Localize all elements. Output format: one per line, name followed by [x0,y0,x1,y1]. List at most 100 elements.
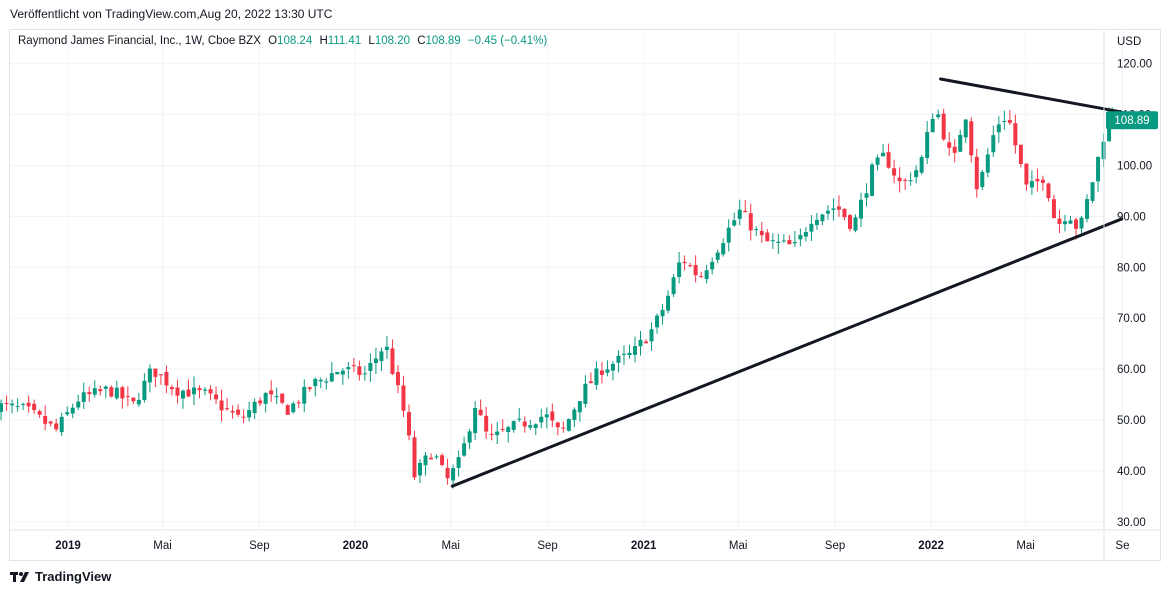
candle [252,398,257,420]
candle [169,384,174,396]
candle-body [214,394,219,400]
candle-body [495,431,500,436]
candle [936,109,941,120]
candlestick-chart[interactable]: 30.00 40.00 50.00 60.00 70.00 80.00 90.00 100.0… [0,0,1172,565]
candle [473,401,478,441]
candle-body [969,121,974,156]
candle [351,357,356,373]
candle [192,376,196,406]
candle-body [914,170,919,178]
candle [258,397,263,407]
candle [81,382,86,409]
candle [1096,156,1101,192]
y-tick-label: 50.00 [1117,415,1146,427]
candle-body [583,383,588,404]
x-tick-label: Sep [825,540,845,552]
candle [886,143,891,169]
candle-body [737,209,742,219]
candle [792,231,797,247]
candle-body [875,157,880,165]
x-tick-label: Mai [153,540,172,552]
candle-body [59,416,64,433]
candle-body [48,421,53,424]
candle-body [919,156,924,173]
candle-body [357,366,362,376]
candle [26,395,31,413]
candle [285,404,290,415]
candle [225,397,230,411]
candle-body [798,234,803,240]
candle-body [561,427,566,429]
candle [991,125,996,157]
candle [1029,170,1034,195]
candle [798,228,803,247]
candle [357,360,362,381]
candle-body [390,348,395,374]
candle [423,452,428,476]
candle-body [103,386,108,389]
candle-body [1096,156,1101,182]
candle-body [418,462,423,476]
candle [175,379,180,404]
candle [1040,175,1045,191]
candle-body [65,412,70,415]
candle [655,313,660,334]
tradingview-brand[interactable]: TradingView [10,569,111,584]
candle [881,143,886,157]
candle [627,344,632,359]
candle [930,113,935,133]
candle-body [296,402,301,404]
candle-body [985,154,990,173]
candle [754,226,759,237]
candle [1007,110,1012,125]
candle-body [15,406,20,408]
candle [1013,114,1018,154]
candle [809,215,814,242]
x-tick-label: Se [1115,540,1129,552]
candle-body [81,392,86,402]
candle-body [781,240,786,242]
candle [820,213,825,226]
candle-body [473,408,478,434]
candle-body [247,410,252,418]
candle-body [572,409,577,421]
grid [10,30,1123,530]
candle [153,368,158,388]
candle-body [324,381,329,383]
candle-body [958,134,963,152]
candle [908,172,913,186]
candle-body [37,411,42,415]
candle-body [225,408,230,410]
candle-body [825,210,830,214]
candle-body [732,220,737,226]
candle [291,401,296,414]
candle [633,336,637,363]
candle [770,233,775,249]
candle [362,365,367,381]
candle-body [169,387,174,390]
candle [401,375,406,418]
candle-body [726,227,731,243]
candle-body [963,119,968,138]
candle-body [594,368,599,385]
candle-body [528,425,533,428]
candle-body [429,457,434,460]
candle-body [158,374,163,376]
candle [114,380,119,400]
candle-body [682,261,687,264]
candle [682,255,687,271]
candle [1085,194,1090,223]
candle [384,336,389,359]
candle [583,375,588,408]
candle [566,418,571,432]
candle [346,362,351,379]
axes: 30.00 40.00 50.00 60.00 70.00 80.00 90.00 100.0… [10,30,1160,560]
candle [947,132,952,156]
candle-body [258,400,263,404]
candle-body [208,389,213,394]
candle [941,108,946,141]
candle-body [539,416,544,423]
candle [390,339,395,376]
candle-body [351,365,356,367]
candle-body [10,403,15,406]
